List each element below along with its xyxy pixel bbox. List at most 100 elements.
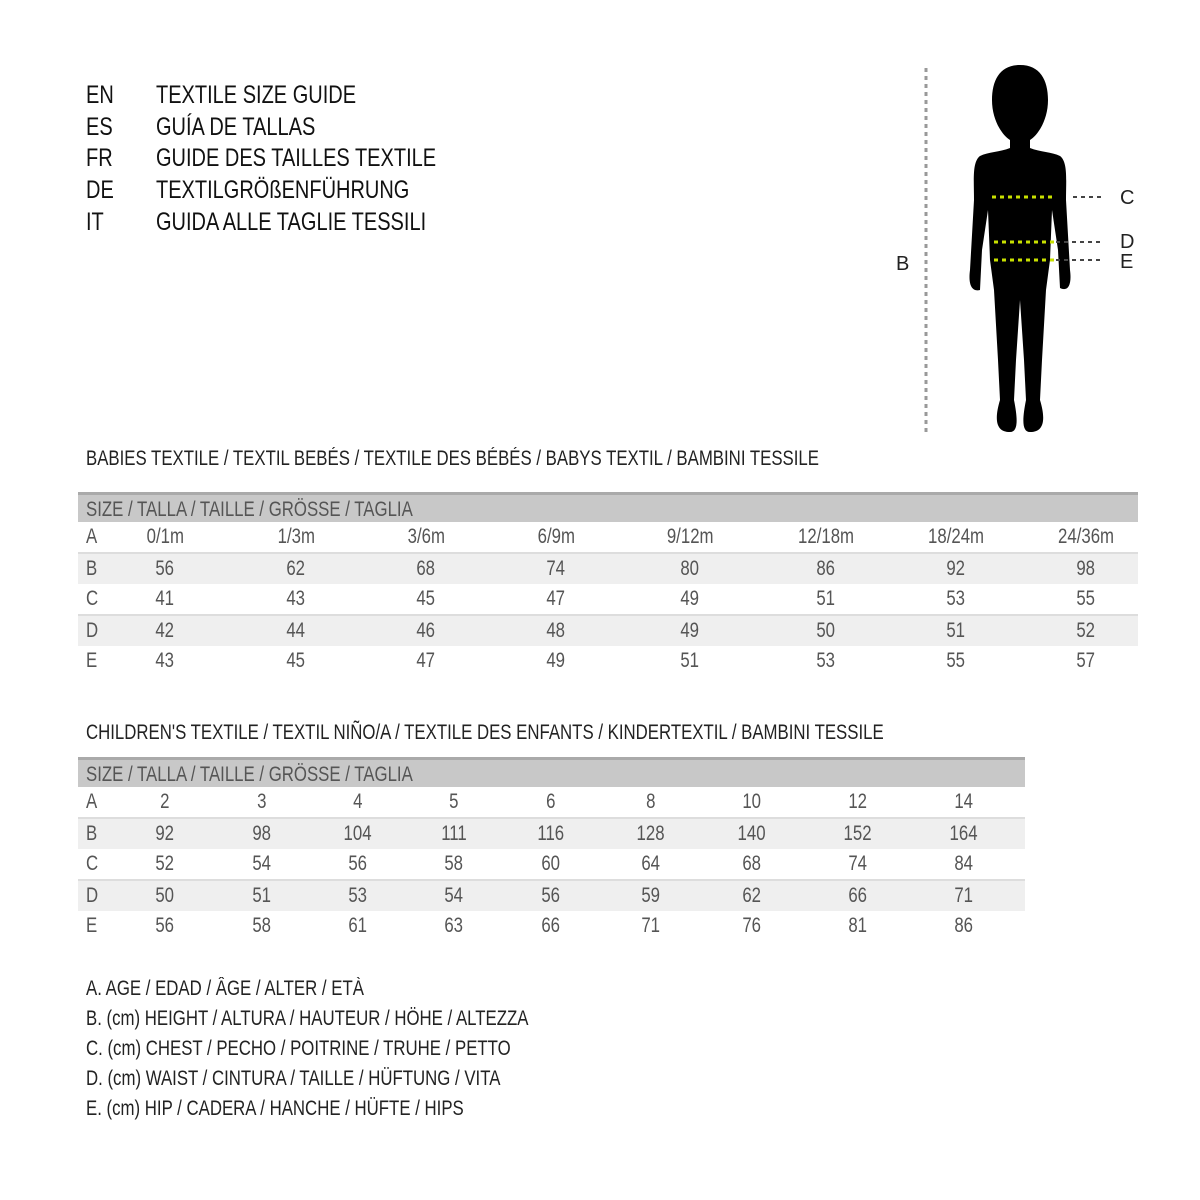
language-code: EN	[86, 81, 114, 109]
table-cell: 51	[252, 884, 272, 907]
legend-item: D. (cm) WAIST / CINTURA / TAILLE / HÜFTU…	[86, 1067, 501, 1090]
table-cell: 45	[286, 649, 306, 672]
table-cell: 53	[816, 649, 836, 672]
children-size-table: SIZE / TALLA / TAILLE / GRÖSSE / TAGLIA A…	[78, 757, 1025, 941]
table-cell: 60	[541, 852, 561, 875]
table-cell: 51	[816, 587, 836, 610]
table-cell: 63	[444, 914, 464, 937]
table-row: A 0/1m 1/3m 3/6m 6/9m 9/12m 12/18m 18/24m 24/36m	[78, 522, 1138, 552]
row-label: A	[86, 525, 98, 548]
table-cell: 86	[816, 557, 836, 580]
table-cell: 43	[155, 649, 175, 672]
table-cell: 53	[946, 587, 966, 610]
table-row: B 56 62 68 74 80 86 92 98	[78, 552, 1138, 584]
table-cell: 58	[444, 852, 464, 875]
child-silhouette-figure: B C D E	[896, 65, 1134, 434]
table-cell: 5	[449, 790, 459, 813]
table-cell: 74	[546, 557, 566, 580]
babies-heading: BABIES TEXTILE / TEXTIL BEBÉS / TEXTILE …	[86, 447, 819, 470]
table-cell: 62	[286, 557, 306, 580]
table-cell: 18/24m	[927, 525, 985, 548]
table-cell: 49	[680, 619, 700, 642]
legend-item: A. AGE / EDAD / ÂGE / ALTER / ETÀ	[86, 977, 364, 1000]
table-cell: 68	[416, 557, 436, 580]
table-cell: 74	[848, 852, 868, 875]
table-cell: 140	[737, 822, 767, 845]
table-cell: 9/12m	[666, 525, 714, 548]
table-row: B 92 98 104 111 116 128 140 152 164	[78, 817, 1025, 849]
table-cell: 3/6m	[407, 525, 445, 548]
table-cell: 56	[541, 884, 561, 907]
table-cell: 66	[541, 914, 561, 937]
table-cell: 84	[954, 852, 974, 875]
table-cell: 55	[1076, 587, 1096, 610]
table-cell: 92	[155, 822, 175, 845]
table-cell: 14	[954, 790, 974, 813]
table-cell: 4	[353, 790, 363, 813]
table-cell: 111	[441, 822, 467, 845]
table-cell: 46	[416, 619, 436, 642]
table-cell: 44	[286, 619, 306, 642]
table-cell: 86	[954, 914, 974, 937]
table-cell: 80	[680, 557, 700, 580]
table-cell: 56	[155, 557, 175, 580]
table-row: E 56 58 61 63 66 71 76 81 86	[78, 911, 1025, 941]
table-row: D 50 51 53 54 56 59 62 66 71	[78, 879, 1025, 911]
legend-item: B. (cm) HEIGHT / ALTURA / HAUTEUR / HÖHE…	[86, 1007, 529, 1030]
table-cell: 42	[155, 619, 175, 642]
table-cell: 41	[155, 587, 175, 610]
row-label: E	[86, 914, 98, 937]
table-cell: 1/3m	[277, 525, 315, 548]
children-heading: CHILDREN'S TEXTILE / TEXTIL NIÑO/A / TEX…	[86, 721, 884, 744]
row-label: B	[86, 557, 98, 580]
table-cell: 49	[680, 587, 700, 610]
table-cell: 52	[155, 852, 175, 875]
table-cell: 45	[416, 587, 436, 610]
table-cell: 56	[155, 914, 175, 937]
language-code: ES	[86, 112, 113, 141]
row-label: E	[86, 649, 98, 672]
table-cell: 50	[816, 619, 836, 642]
row-label: D	[86, 884, 99, 907]
language-code: IT	[86, 207, 104, 236]
row-label: C	[86, 852, 99, 875]
title-text: TEXTILGRÖßENFÜHRUNG	[156, 176, 410, 205]
row-label: B	[86, 822, 98, 845]
table-cell: 51	[946, 619, 966, 642]
table-row: C 52 54 56 58 60 64 68 74 84	[78, 849, 1025, 879]
table-cell: 56	[348, 852, 368, 875]
label-e: E	[1120, 251, 1133, 273]
table-row: C 41 43 45 47 49 51 53 55	[78, 584, 1138, 614]
size-header: SIZE / TALLA / TAILLE / GRÖSSE / TAGLIA	[78, 492, 1138, 522]
size-header: SIZE / TALLA / TAILLE / GRÖSSE / TAGLIA	[78, 757, 1025, 787]
table-cell: 57	[1076, 649, 1096, 672]
table-cell: 49	[546, 649, 566, 672]
table-cell: 61	[348, 914, 368, 937]
table-cell: 98	[1076, 557, 1096, 580]
table-cell: 64	[641, 852, 661, 875]
table-cell: 55	[946, 649, 966, 672]
table-cell: 164	[949, 822, 979, 845]
table-cell: 3	[257, 790, 267, 813]
table-cell: 54	[252, 852, 272, 875]
table-cell: 71	[641, 914, 661, 937]
child-silhouette	[969, 65, 1071, 432]
row-label: D	[86, 619, 99, 642]
table-cell: 12	[848, 790, 868, 813]
table-cell: 54	[444, 884, 464, 907]
table-cell: 53	[348, 884, 368, 907]
label-c: C	[1120, 187, 1134, 209]
label-d: D	[1120, 231, 1134, 253]
row-label: C	[86, 587, 99, 610]
table-cell: 47	[416, 649, 436, 672]
table-cell: 92	[946, 557, 966, 580]
language-code: FR	[86, 144, 113, 173]
table-cell: 6/9m	[537, 525, 575, 548]
table-cell: 51	[680, 649, 700, 672]
table-cell: 10	[742, 790, 762, 813]
table-cell: 43	[286, 587, 306, 610]
babies-size-table: SIZE / TALLA / TAILLE / GRÖSSE / TAGLIA A…	[78, 492, 1138, 676]
table-cell: 58	[252, 914, 272, 937]
table-row: D 42 44 46 48 49 50 51 52	[78, 614, 1138, 646]
table-cell: 12/18m	[797, 525, 855, 548]
